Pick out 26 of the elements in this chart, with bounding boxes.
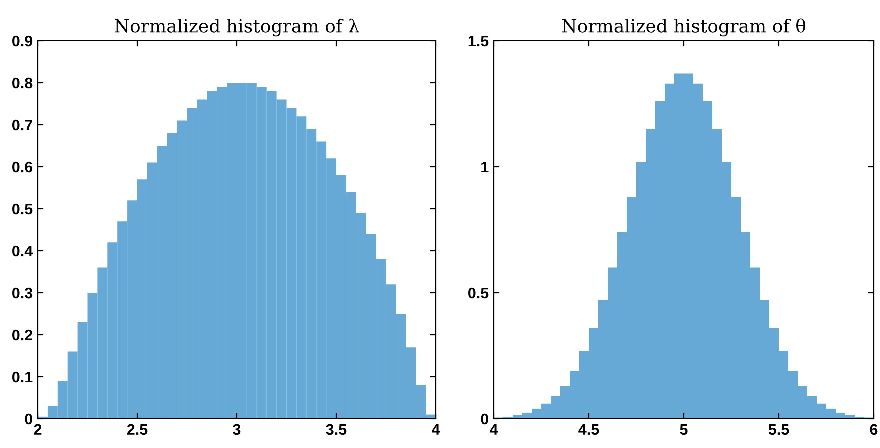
x-tick-label: 6 xyxy=(870,424,878,436)
y-tick-label: 0.6 xyxy=(12,162,33,173)
y-tick-label: 0 xyxy=(481,414,489,425)
x-tick-label: 2.5 xyxy=(127,424,148,436)
y-tick-label: 0.2 xyxy=(12,330,33,341)
y-tick-label: 0.4 xyxy=(12,246,34,257)
x-tick-label: 5.5 xyxy=(768,424,790,436)
y-tick-label: 1.5 xyxy=(468,36,489,47)
x-tick-label: 4 xyxy=(490,424,498,435)
x-tick-label: 5 xyxy=(680,424,688,436)
x-tick-label: 4 xyxy=(432,424,440,435)
x-tick-label: 3.5 xyxy=(326,424,347,436)
chart-title: Normalized histogram of λ xyxy=(115,18,360,37)
x-tick-label: 2 xyxy=(34,424,42,435)
y-tick-label: 0 xyxy=(25,414,33,425)
y-tick-label: 1 xyxy=(482,162,489,173)
y-tick-label: 0.9 xyxy=(12,36,33,47)
y-tick-label: 0.3 xyxy=(12,288,33,299)
y-tick-label: 0.1 xyxy=(12,372,33,383)
x-tick-label: 3 xyxy=(233,424,241,436)
y-tick-label: 0.5 xyxy=(12,204,33,215)
y-tick-label: 0.8 xyxy=(12,78,33,89)
y-tick-label: 0.5 xyxy=(468,288,489,299)
chart-title: Normalized histogram of θ xyxy=(562,18,806,37)
x-tick-label: 4.5 xyxy=(578,424,600,436)
y-tick-label: 0.7 xyxy=(12,120,32,131)
